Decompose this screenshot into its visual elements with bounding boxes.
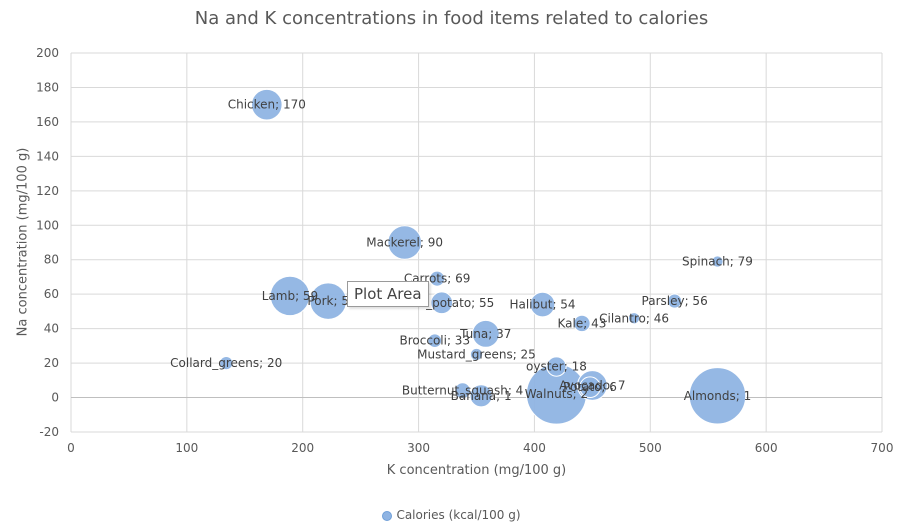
data-label: Banana; 1 bbox=[451, 389, 512, 403]
y-tick-label: 160 bbox=[36, 115, 59, 129]
data-label: Cilantro; 46 bbox=[599, 311, 669, 325]
bubble bbox=[627, 312, 641, 325]
data-label: Avocado; 7 bbox=[559, 378, 625, 392]
bubble bbox=[579, 376, 601, 399]
data-label: Pork; 5 bbox=[307, 294, 349, 308]
data-label: Almonds; 1 bbox=[684, 389, 752, 403]
data-label: Walnuts; 2 bbox=[525, 387, 588, 401]
bubble bbox=[667, 293, 683, 309]
y-tick-label: 180 bbox=[36, 80, 59, 94]
y-axis-label: Na concentration (mg/100 g) bbox=[15, 147, 31, 337]
data-label: Butternut_squash; 4 bbox=[402, 384, 523, 398]
bubble bbox=[387, 225, 422, 260]
x-tick-label: 100 bbox=[175, 441, 198, 455]
data-label: Mackerel; 90 bbox=[366, 236, 443, 250]
data-label: Chicken; 170 bbox=[228, 98, 306, 112]
y-tick-label: -20 bbox=[39, 425, 59, 439]
bubble bbox=[430, 291, 454, 315]
y-tick-label: 140 bbox=[36, 149, 59, 163]
bubble bbox=[251, 88, 283, 121]
x-tick-label: 700 bbox=[871, 441, 894, 455]
data-label: Broccoli; 33 bbox=[400, 334, 471, 348]
data-label: Potato; 6 bbox=[563, 380, 617, 394]
y-tick-label: 40 bbox=[44, 322, 59, 336]
bubble bbox=[454, 382, 471, 400]
bubble bbox=[429, 270, 446, 287]
bubble bbox=[469, 384, 493, 408]
y-tick-label: 20 bbox=[44, 356, 59, 370]
y-tick-label: 120 bbox=[36, 184, 59, 198]
y-tick-label: 0 bbox=[51, 391, 59, 405]
data-label: Parsley; 56 bbox=[642, 294, 708, 308]
bubble bbox=[269, 275, 311, 317]
legend-label: Calories (kcal/100 g) bbox=[396, 508, 521, 522]
bubble bbox=[529, 291, 556, 318]
data-label: Tuna; 37 bbox=[459, 327, 511, 341]
x-tick-label: 300 bbox=[407, 441, 430, 455]
data-label: Collard_greens; 20 bbox=[170, 356, 282, 370]
plot-area-tooltip: Plot Area bbox=[347, 281, 429, 307]
legend: Calories (kcal/100 g) bbox=[0, 508, 903, 522]
x-tick-label: 0 bbox=[67, 441, 75, 455]
y-tick-label: 100 bbox=[36, 218, 59, 232]
bubble bbox=[471, 319, 500, 348]
bubble bbox=[546, 356, 567, 377]
bubble bbox=[711, 255, 724, 268]
y-tick-label: 80 bbox=[44, 253, 59, 267]
x-tick-label: 500 bbox=[639, 441, 662, 455]
data-label: Kale; 43 bbox=[558, 316, 607, 330]
bubble bbox=[469, 347, 484, 362]
data-label: oyster; 18 bbox=[526, 360, 587, 374]
data-label: Mustard_greens; 25 bbox=[417, 347, 536, 361]
bubble bbox=[688, 367, 747, 425]
legend-marker bbox=[382, 510, 393, 521]
data-label: Halibut; 54 bbox=[509, 298, 575, 312]
data-label: Spinach; 79 bbox=[682, 254, 753, 268]
x-tick-label: 600 bbox=[755, 441, 778, 455]
x-axis-label: K concentration (mg/100 g) bbox=[386, 463, 567, 478]
y-tick-label: 200 bbox=[36, 46, 59, 60]
bubble bbox=[219, 355, 234, 371]
x-tick-label: 200 bbox=[291, 441, 314, 455]
y-tick-label: 60 bbox=[44, 287, 59, 301]
data-label: Lamb; 59 bbox=[262, 289, 318, 303]
bubble bbox=[309, 282, 347, 320]
x-tick-label: 400 bbox=[523, 441, 546, 455]
bubble bbox=[427, 333, 443, 349]
chart-title: Na and K concentrations in food items re… bbox=[194, 8, 709, 29]
bubble bbox=[573, 314, 591, 333]
